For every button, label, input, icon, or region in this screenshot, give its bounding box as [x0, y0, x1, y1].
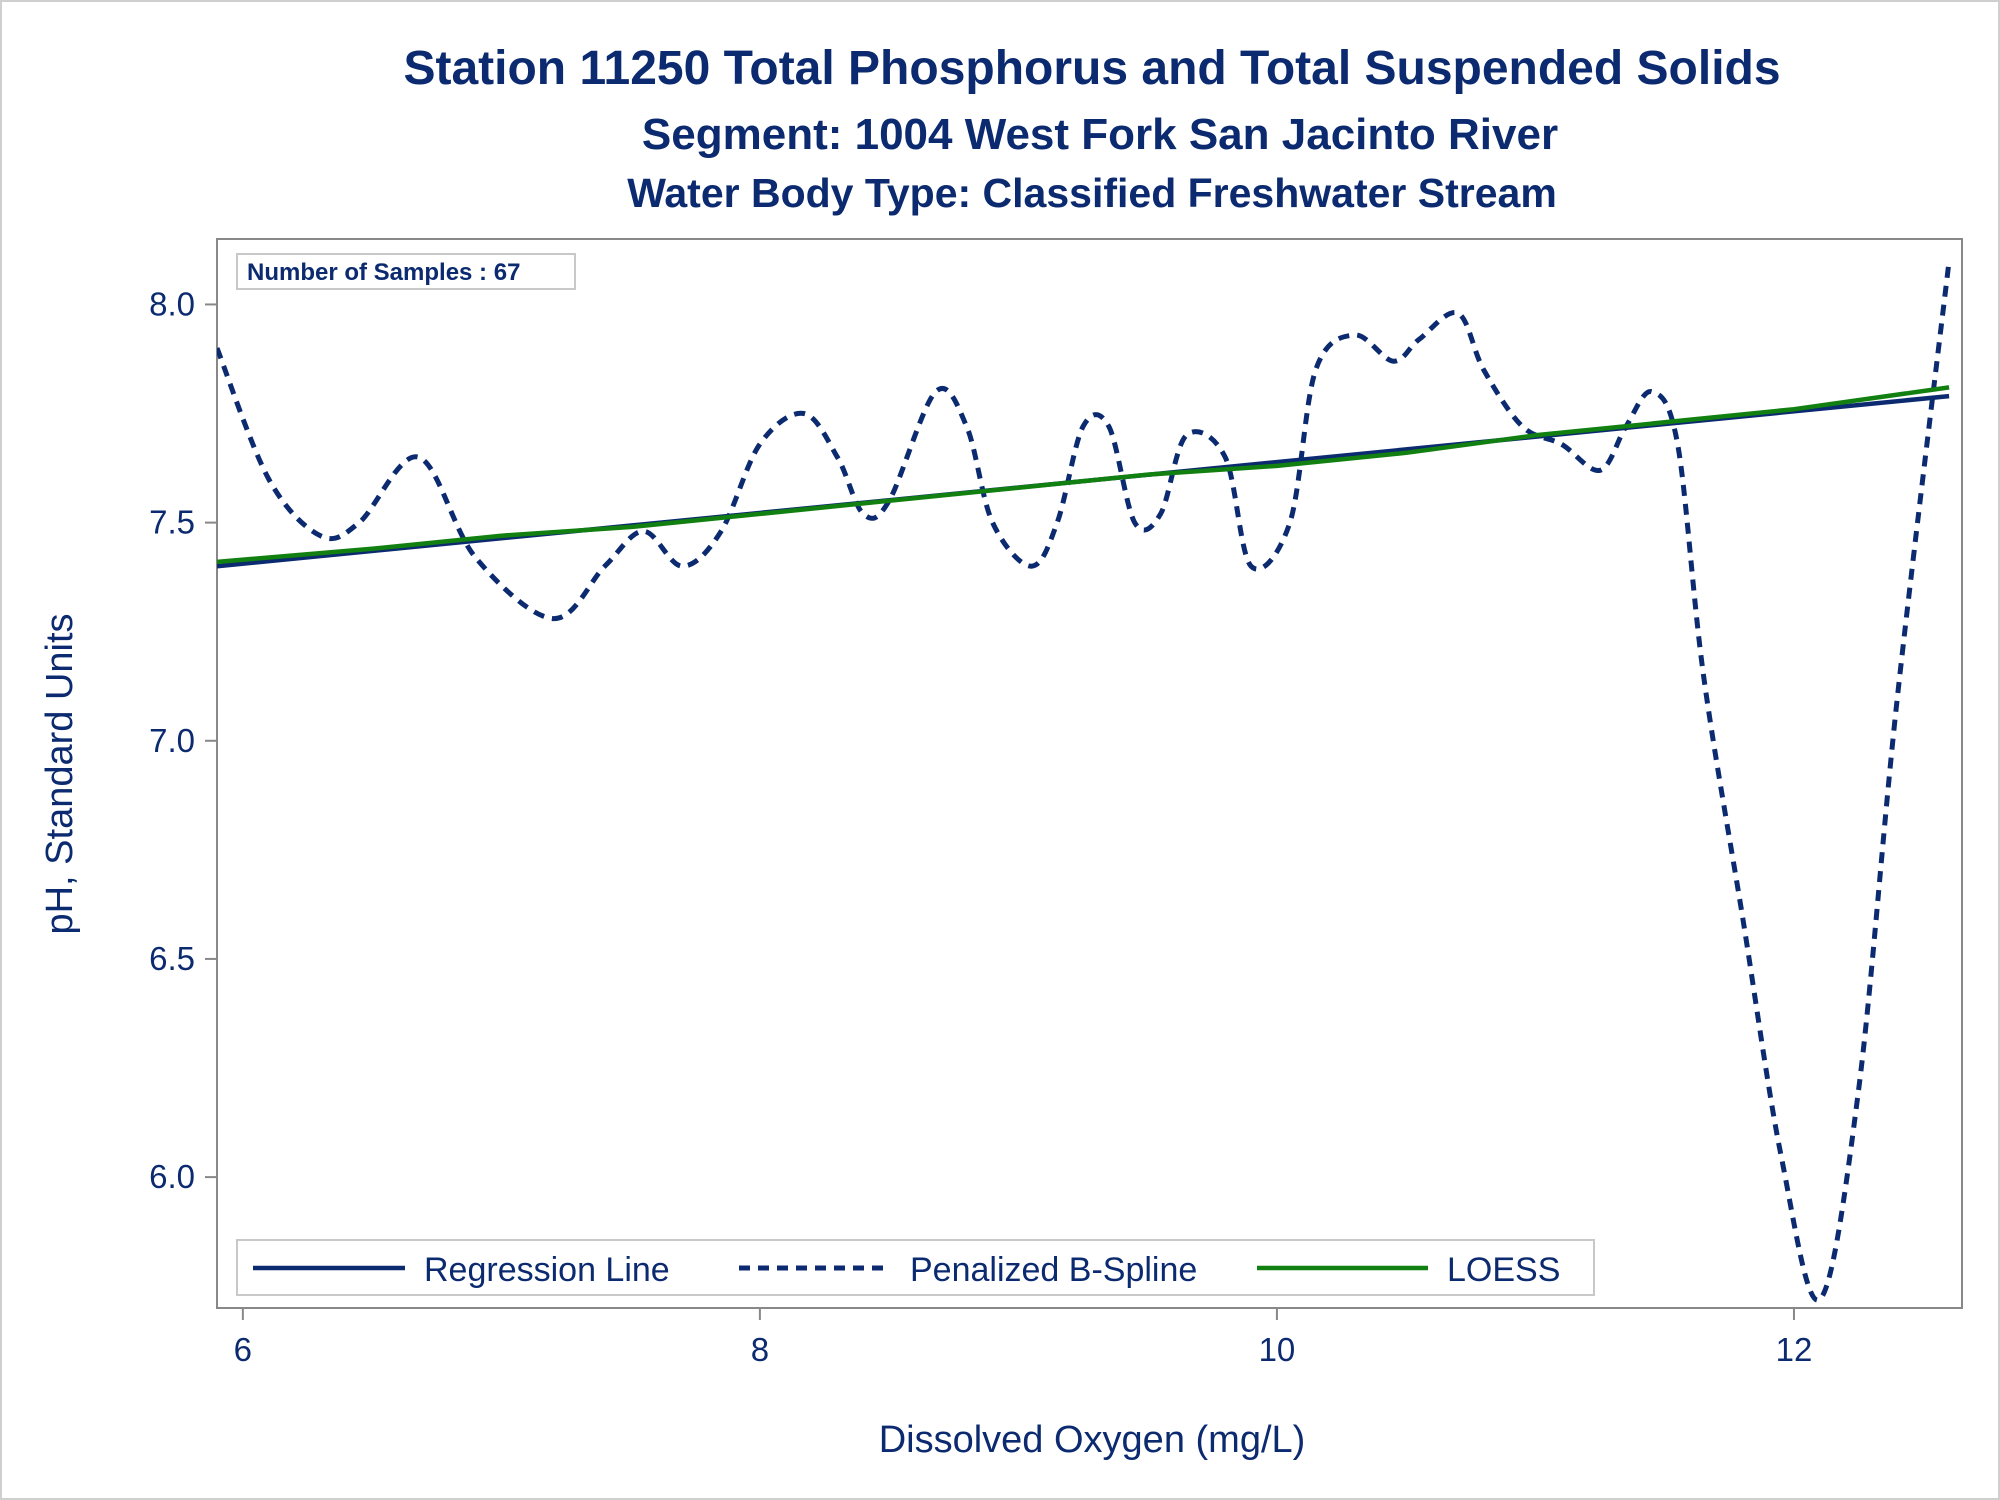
x-tick-label: 12 [1776, 1331, 1813, 1368]
x-axis: 6 8 10 12 [234, 1308, 1813, 1368]
series-line-penalized-b-spline [217, 260, 1952, 1303]
chart-subtitle: Segment: 1004 West Fork San Jacinto Rive… [642, 110, 1558, 159]
y-tick-label: 7.5 [149, 504, 195, 541]
legend: Regression Line Penalized B-Spline LOESS [236, 1239, 1595, 1296]
x-tick-label: 6 [234, 1331, 252, 1368]
y-tick-label: 6.0 [149, 1158, 195, 1195]
legend-label: LOESS [1447, 1251, 1560, 1289]
x-axis-label: Dissolved Oxygen (mg/L) [879, 1419, 1306, 1461]
sample-count-text: Number of Samples : 67 [247, 259, 520, 286]
y-tick-label: 7.0 [149, 722, 195, 759]
plot-area [216, 238, 1963, 1309]
sample-count-inset: Number of Samples : 67 [236, 253, 576, 290]
series-line-loess [217, 385, 1950, 565]
legend-label: Penalized B-Spline [910, 1251, 1197, 1289]
y-axis: 6.0 6.5 7.0 7.5 8.0 [149, 285, 217, 1195]
legend-label: Regression Line [424, 1251, 670, 1289]
plot-content [217, 260, 1952, 1303]
chart-title: Station 11250 Total Phosphorus and Total… [403, 42, 1780, 95]
y-tick-label: 6.5 [149, 940, 195, 977]
x-tick-label: 10 [1259, 1331, 1296, 1368]
sample-count-box [236, 253, 576, 290]
y-tick-label: 8.0 [149, 285, 195, 322]
chart-subtitle-2: Water Body Type: Classified Freshwater S… [627, 170, 1557, 216]
x-tick-label: 8 [751, 1331, 769, 1368]
y-axis-label: pH, Standard Units [39, 613, 81, 934]
